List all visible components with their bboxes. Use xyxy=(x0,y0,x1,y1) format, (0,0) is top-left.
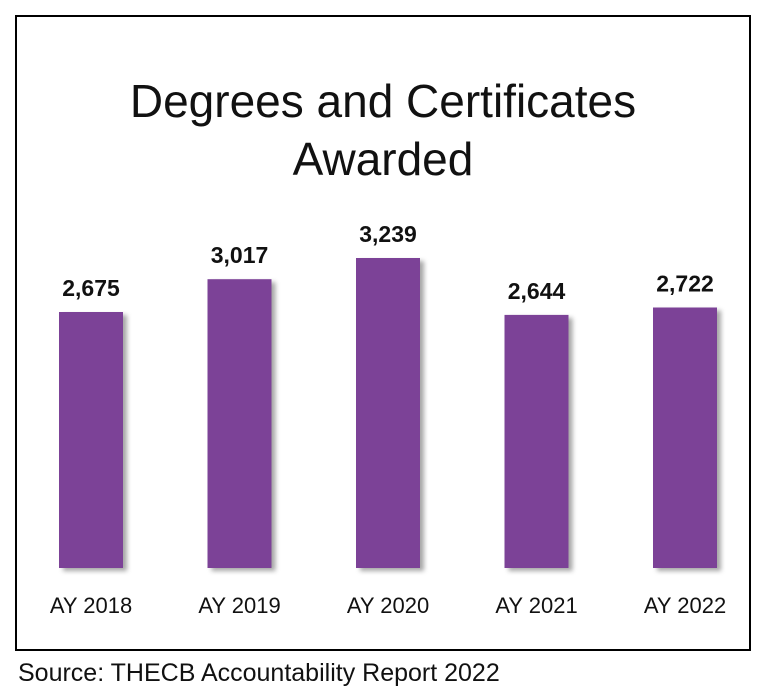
bar-ay-2018 xyxy=(59,312,123,568)
bars-group xyxy=(59,258,717,568)
x-tick-label: AY 2022 xyxy=(644,593,726,618)
source-note: Source: THECB Accountability Report 2022 xyxy=(18,659,500,687)
bar-chart: 2,675 3,017 3,239 2,644 2,722 AY 2018 AY 2019… xyxy=(50,221,726,618)
bar-value-label: 2,722 xyxy=(656,271,714,297)
bar-value-label: 2,644 xyxy=(508,278,566,304)
x-tick-label: AY 2021 xyxy=(495,593,577,618)
chart-title: Degrees and Certificates Awarded xyxy=(17,72,749,188)
bar-ay-2020 xyxy=(356,258,420,568)
bar-value-label: 3,017 xyxy=(211,242,269,268)
bar-ay-2022 xyxy=(653,307,717,568)
x-tick-label: AY 2019 xyxy=(198,593,280,618)
x-tick-label: AY 2020 xyxy=(347,593,429,618)
chart-title-line-1: Degrees and Certificates xyxy=(129,75,637,127)
value-labels-group: 2,675 3,017 3,239 2,644 2,722 xyxy=(62,221,714,304)
x-tick-label: AY 2018 xyxy=(50,593,132,618)
bar-ay-2021 xyxy=(504,314,569,568)
x-tick-labels: AY 2018 AY 2019 AY 2020 AY 2021 AY 2022 xyxy=(50,593,726,618)
chart-title-line-2: Awarded xyxy=(292,133,474,185)
bar-ay-2019 xyxy=(207,279,272,568)
bar-value-label: 2,675 xyxy=(62,275,120,301)
bar-value-label: 3,239 xyxy=(359,221,417,247)
chart-frame: Degrees and Certificates Awarded 2,675 3,… xyxy=(15,15,751,651)
